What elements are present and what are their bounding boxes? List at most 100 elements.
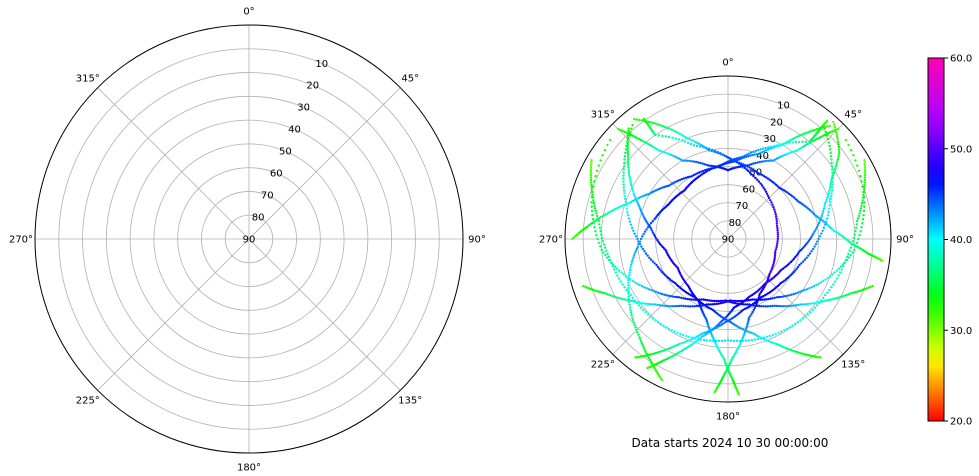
scatter-point bbox=[805, 131, 808, 134]
scatter-point bbox=[627, 281, 630, 284]
scatter-point bbox=[854, 230, 857, 233]
scatter-point bbox=[746, 303, 749, 306]
scatter-point bbox=[658, 242, 662, 245]
scatter-point bbox=[589, 178, 593, 182]
scatter-point bbox=[673, 181, 676, 184]
scatter-point bbox=[639, 207, 642, 210]
scatter-point bbox=[673, 295, 677, 299]
scatter-point bbox=[828, 207, 831, 210]
scatter-point bbox=[632, 256, 635, 259]
scatter-point bbox=[704, 146, 708, 150]
scatter-point bbox=[830, 192, 833, 195]
scatter-point bbox=[861, 218, 865, 221]
scatter-point bbox=[591, 213, 594, 217]
scatter-point bbox=[587, 224, 591, 227]
scatter-point bbox=[690, 138, 693, 142]
scatter-point bbox=[687, 335, 691, 339]
scatter-point bbox=[665, 275, 669, 278]
scatter-point bbox=[803, 132, 806, 135]
scatter-point bbox=[646, 254, 649, 257]
scatter-point bbox=[698, 298, 701, 301]
scatter-point bbox=[692, 298, 695, 301]
scatter-point bbox=[736, 299, 739, 303]
scatter-point bbox=[819, 281, 823, 284]
scatter-point bbox=[752, 174, 755, 178]
scatter-point bbox=[817, 282, 820, 285]
scatter-point bbox=[598, 223, 601, 226]
scatter-point bbox=[767, 146, 770, 149]
scatter-point bbox=[794, 292, 797, 295]
scatter-point bbox=[599, 216, 602, 219]
scatter-point bbox=[682, 333, 685, 337]
scatter-point bbox=[667, 294, 670, 297]
scatter-point bbox=[590, 188, 593, 191]
scatter-point bbox=[833, 297, 836, 300]
scatter-point bbox=[816, 224, 820, 227]
left-grid-spoke bbox=[248, 238, 401, 391]
scatter-point bbox=[638, 242, 642, 246]
scatter-point bbox=[835, 269, 838, 272]
scatter-point bbox=[812, 285, 816, 288]
scatter-point bbox=[644, 311, 647, 314]
scatter-point bbox=[795, 199, 799, 202]
scatter-point bbox=[810, 236, 813, 239]
scatter-point bbox=[618, 205, 622, 208]
scatter-point bbox=[763, 298, 766, 301]
scatter-point bbox=[627, 165, 630, 169]
scatter-point bbox=[651, 231, 654, 234]
scatter-point bbox=[629, 293, 632, 297]
right-r-label: 80 bbox=[729, 218, 742, 229]
scatter-point bbox=[631, 279, 634, 283]
scatter-point bbox=[775, 296, 779, 299]
scatter-point bbox=[835, 277, 839, 280]
scatter-point bbox=[733, 160, 736, 163]
scatter-point bbox=[791, 141, 794, 144]
right-r-label: 90 bbox=[722, 235, 735, 246]
scatter-point bbox=[650, 121, 653, 124]
scatter-point bbox=[728, 371, 731, 375]
scatter-point bbox=[836, 127, 840, 131]
scatter-point bbox=[784, 295, 787, 298]
scatter-point bbox=[797, 303, 800, 307]
scatter-point bbox=[596, 290, 600, 293]
scatter-point bbox=[711, 299, 715, 303]
scatter-point bbox=[833, 125, 837, 129]
scatter-point bbox=[670, 153, 673, 157]
scatter-point bbox=[627, 172, 631, 176]
left-r-label: 50 bbox=[279, 147, 292, 158]
scatter-point bbox=[760, 160, 764, 163]
scatter-point bbox=[765, 159, 768, 163]
scatter-point bbox=[624, 298, 627, 301]
scatter-point bbox=[625, 204, 628, 207]
scatter-point bbox=[845, 255, 849, 258]
scatter-point bbox=[738, 339, 742, 343]
scatter-point bbox=[596, 217, 600, 220]
right-theta-label: 315° bbox=[591, 109, 615, 120]
scatter-point bbox=[737, 302, 741, 306]
scatter-point bbox=[755, 302, 758, 306]
scatter-point bbox=[648, 143, 652, 147]
scatter-point bbox=[620, 204, 624, 208]
scatter-point bbox=[669, 346, 672, 350]
scatter-point bbox=[717, 299, 720, 303]
scatter-point bbox=[775, 304, 778, 308]
scatter-point bbox=[750, 338, 754, 342]
scatter-point bbox=[697, 142, 701, 145]
scatter-point bbox=[638, 355, 641, 359]
scatter-point bbox=[769, 159, 773, 162]
scatter-point bbox=[815, 137, 819, 141]
scatter-point bbox=[630, 261, 633, 264]
scatter-point bbox=[861, 222, 864, 225]
scatter-point bbox=[694, 298, 697, 301]
scatter-point bbox=[655, 148, 659, 151]
scatter-point bbox=[790, 293, 793, 296]
scatter-point bbox=[826, 137, 830, 141]
scatter-point bbox=[590, 181, 593, 184]
scatter-point bbox=[626, 137, 630, 141]
scatter-point bbox=[829, 151, 832, 155]
scatter-point bbox=[747, 169, 750, 173]
scatter-point bbox=[854, 290, 858, 294]
scatter-point bbox=[772, 205, 775, 209]
scatter-point bbox=[857, 237, 860, 241]
scatter-point bbox=[793, 136, 797, 139]
